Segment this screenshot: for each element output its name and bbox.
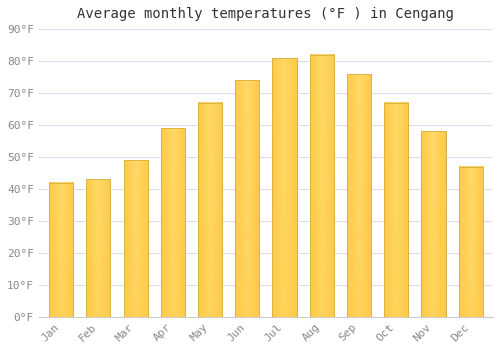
Bar	[235, 80, 260, 317]
Bar	[310, 55, 334, 317]
Bar	[422, 131, 446, 317]
Bar	[86, 179, 110, 317]
Bar	[384, 103, 408, 317]
Bar	[458, 167, 483, 317]
Bar	[458, 167, 483, 317]
Bar	[160, 128, 185, 317]
Bar	[198, 103, 222, 317]
Bar	[160, 128, 185, 317]
Bar	[124, 160, 148, 317]
Bar	[235, 80, 260, 317]
Bar	[422, 131, 446, 317]
Bar	[49, 182, 73, 317]
Bar	[310, 55, 334, 317]
Bar	[347, 74, 371, 317]
Bar	[124, 160, 148, 317]
Bar	[272, 58, 296, 317]
Bar	[272, 58, 296, 317]
Bar	[347, 74, 371, 317]
Bar	[49, 182, 73, 317]
Bar	[384, 103, 408, 317]
Bar	[198, 103, 222, 317]
Bar	[86, 179, 110, 317]
Title: Average monthly temperatures (°F ) in Cengang: Average monthly temperatures (°F ) in Ce…	[78, 7, 454, 21]
